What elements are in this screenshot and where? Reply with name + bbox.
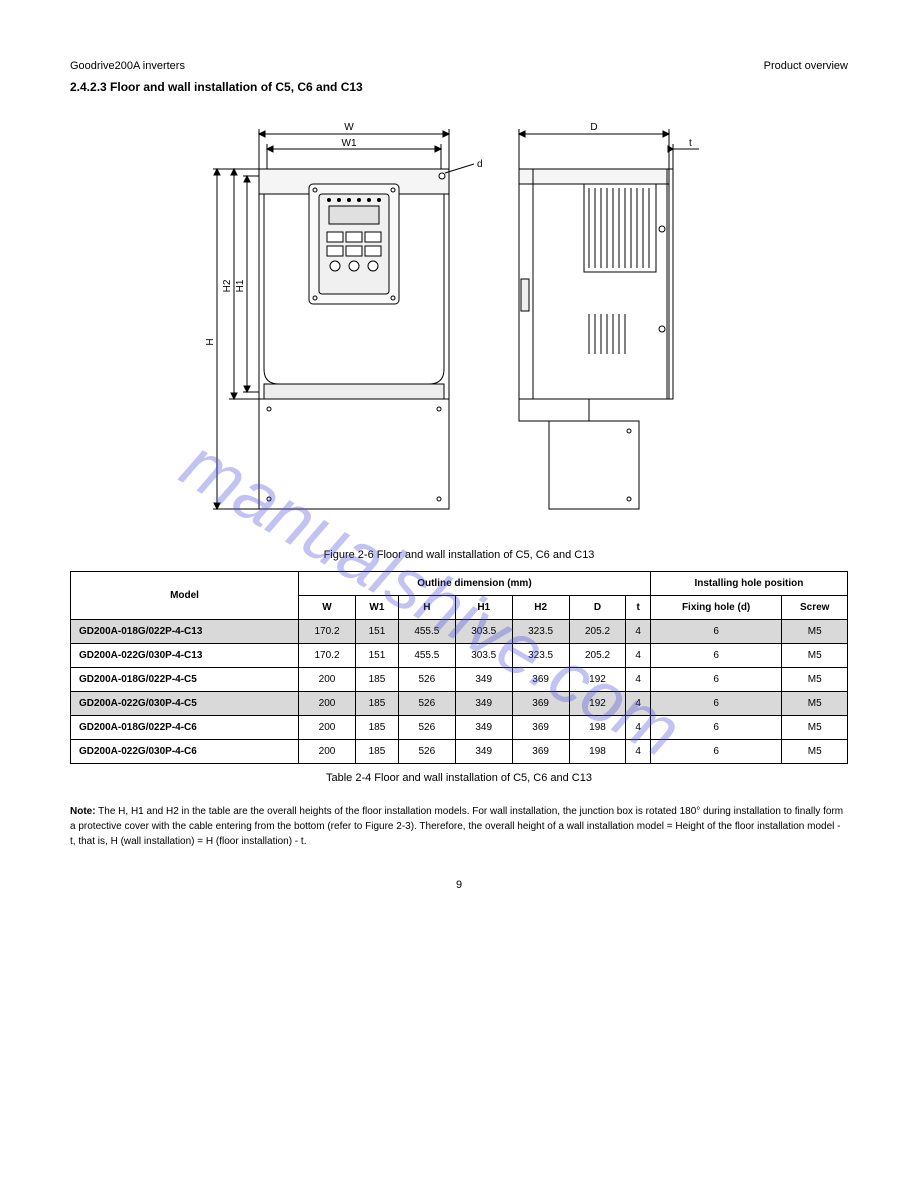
svg-text:W: W (344, 122, 354, 133)
col-group-outline: Outline dimension (mm) (299, 572, 651, 596)
table-cell: 205.2 (569, 620, 626, 644)
technical-diagram: d W W1 H H2 H1 (70, 114, 848, 534)
table-cell: M5 (782, 740, 848, 764)
table-cell: 455.5 (398, 620, 455, 644)
footnote-body: The H, H1 and H2 in the table are the ov… (70, 806, 843, 847)
table-cell: 200 (299, 668, 356, 692)
table-cell: 369 (512, 692, 569, 716)
table-cell: 4 (626, 692, 650, 716)
table-cell: GD200A-022G/030P-4-C6 (71, 740, 299, 764)
table-cell: 200 (299, 716, 356, 740)
table-cell: 185 (355, 740, 398, 764)
table-cell: 369 (512, 740, 569, 764)
table-cell: 303.5 (455, 644, 512, 668)
table-cell: 526 (398, 740, 455, 764)
svg-text:d: d (477, 159, 483, 170)
col-d: Fixing hole (d) (650, 596, 782, 620)
table-cell: 6 (650, 692, 782, 716)
product-name: Goodrive200A inverters (70, 60, 185, 72)
table-cell: 185 (355, 716, 398, 740)
table-cell: 526 (398, 668, 455, 692)
page-title: 2.4.2.3 Floor and wall installation of C… (70, 80, 848, 94)
table-row: GD200A-022G/030P-4-C13170.2151455.5303.5… (71, 644, 848, 668)
svg-text:H: H (205, 338, 216, 345)
table-cell: 4 (626, 644, 650, 668)
table-cell: 526 (398, 716, 455, 740)
col-H2: H2 (512, 596, 569, 620)
footnote-lead: Note: (70, 806, 96, 817)
table-cell: 349 (455, 668, 512, 692)
table-cell: 6 (650, 716, 782, 740)
svg-text:D: D (590, 122, 597, 133)
page-number: 9 (70, 879, 848, 891)
dimension-table: Model Outline dimension (mm) Installing … (70, 571, 848, 764)
table-cell: 6 (650, 644, 782, 668)
col-model: Model (71, 572, 299, 620)
col-screw: Screw (782, 596, 848, 620)
table-cell: 198 (569, 740, 626, 764)
svg-text:H1: H1 (235, 279, 246, 292)
col-W: W (299, 596, 356, 620)
table-cell: 4 (626, 668, 650, 692)
table-cell: M5 (782, 644, 848, 668)
table-cell: 192 (569, 668, 626, 692)
svg-text:W1: W1 (342, 138, 357, 149)
table-cell: 198 (569, 716, 626, 740)
col-H1: H1 (455, 596, 512, 620)
table-cell: GD200A-022G/030P-4-C13 (71, 644, 299, 668)
table-cell: GD200A-018G/022P-4-C6 (71, 716, 299, 740)
table-cell: 200 (299, 692, 356, 716)
section-name: Product overview (764, 60, 848, 72)
table-cell: 349 (455, 716, 512, 740)
table-cell: 185 (355, 692, 398, 716)
col-group-install: Installing hole position (650, 572, 847, 596)
table-row: GD200A-022G/030P-4-C62001855263493691984… (71, 740, 848, 764)
table-cell: 170.2 (299, 620, 356, 644)
table-cell: 303.5 (455, 620, 512, 644)
svg-text:H2: H2 (222, 279, 233, 292)
table-cell: M5 (782, 716, 848, 740)
footnote: Note: The H, H1 and H2 in the table are … (70, 804, 848, 849)
table-cell: 369 (512, 716, 569, 740)
table-cell: 192 (569, 692, 626, 716)
col-D: D (569, 596, 626, 620)
col-H: H (398, 596, 455, 620)
table-cell: 6 (650, 740, 782, 764)
table-cell: GD200A-018G/022P-4-C13 (71, 620, 299, 644)
table-cell: GD200A-022G/030P-4-C5 (71, 692, 299, 716)
table-cell: 6 (650, 620, 782, 644)
table-cell: 349 (455, 692, 512, 716)
table-cell: 323.5 (512, 620, 569, 644)
table-row: GD200A-018G/022P-4-C13170.2151455.5303.5… (71, 620, 848, 644)
table-cell: 4 (626, 620, 650, 644)
figure-caption: Figure 2-6 Floor and wall installation o… (70, 549, 848, 561)
table-cell: 455.5 (398, 644, 455, 668)
table-cell: M5 (782, 668, 848, 692)
table-cell: 526 (398, 692, 455, 716)
table-cell: 369 (512, 668, 569, 692)
table-row: GD200A-022G/030P-4-C52001855263493691924… (71, 692, 848, 716)
table-row: GD200A-018G/022P-4-C52001855263493691924… (71, 668, 848, 692)
table-cell: 349 (455, 740, 512, 764)
table-cell: 6 (650, 668, 782, 692)
table-cell: 4 (626, 740, 650, 764)
table-cell: GD200A-018G/022P-4-C5 (71, 668, 299, 692)
svg-text:t: t (689, 138, 692, 149)
table-cell: 4 (626, 716, 650, 740)
table-cell: 151 (355, 644, 398, 668)
col-t: t (626, 596, 650, 620)
table-cell: 205.2 (569, 644, 626, 668)
table-cell: 170.2 (299, 644, 356, 668)
table-caption: Table 2-4 Floor and wall installation of… (70, 772, 848, 784)
col-W1: W1 (355, 596, 398, 620)
table-cell: M5 (782, 620, 848, 644)
table-cell: 151 (355, 620, 398, 644)
table-row: GD200A-018G/022P-4-C62001855263493691984… (71, 716, 848, 740)
table-cell: M5 (782, 692, 848, 716)
table-cell: 200 (299, 740, 356, 764)
table-cell: 185 (355, 668, 398, 692)
table-cell: 323.5 (512, 644, 569, 668)
